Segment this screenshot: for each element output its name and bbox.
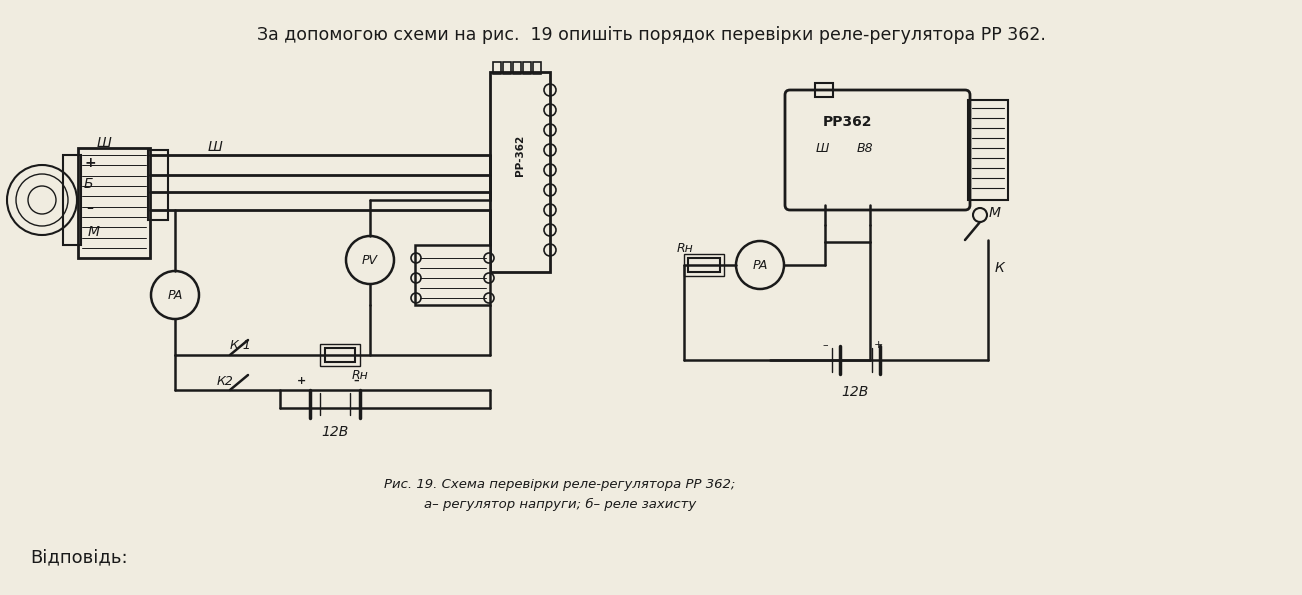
Bar: [490, 72, 549, 272]
Bar: [148, 150, 168, 220]
Text: Рис. 19. Схема перевірки реле-регулятора РР 362;: Рис. 19. Схема перевірки реле-регулятора…: [384, 478, 736, 491]
Text: –: –: [86, 201, 94, 215]
Bar: [503, 62, 510, 74]
Bar: [493, 62, 501, 74]
Text: В8: В8: [857, 142, 874, 155]
Text: РР-362: РР-362: [516, 134, 525, 176]
Text: PA: PA: [753, 258, 768, 271]
Bar: [513, 62, 521, 74]
FancyBboxPatch shape: [785, 90, 970, 210]
Text: К 1: К 1: [229, 339, 250, 352]
Text: PV: PV: [362, 253, 378, 267]
Text: Ш: Ш: [96, 136, 112, 150]
Bar: [62, 155, 81, 245]
Text: M: M: [990, 206, 1001, 220]
Text: Ш: Ш: [207, 140, 223, 154]
Text: К: К: [995, 261, 1005, 275]
Text: +: +: [874, 340, 883, 350]
Text: Ш: Ш: [815, 142, 828, 155]
Bar: [815, 83, 833, 97]
Bar: [78, 148, 150, 258]
Bar: [523, 62, 531, 74]
Text: Б: Б: [83, 177, 92, 191]
Text: PA: PA: [168, 289, 182, 302]
Text: РР362: РР362: [823, 115, 872, 129]
Text: –: –: [822, 340, 828, 350]
Bar: [533, 62, 542, 74]
Text: Rн: Rн: [352, 368, 368, 381]
Bar: [687, 258, 720, 272]
Text: К2: К2: [216, 374, 233, 387]
Bar: [415, 245, 490, 305]
Text: М: М: [89, 225, 100, 239]
Text: 12В: 12В: [322, 425, 349, 439]
Text: Rн: Rн: [677, 242, 694, 255]
Text: За допомогою схеми на рис.  19 опишіть порядок перевірки реле-регулятора РР 362.: За допомогою схеми на рис. 19 опишіть по…: [256, 26, 1046, 44]
Text: +: +: [85, 156, 96, 170]
Text: Відповідь:: Відповідь:: [30, 548, 128, 566]
Text: –: –: [353, 376, 359, 386]
Text: +: +: [297, 376, 307, 386]
Text: а– регулятор напруги; б– реле захисту: а– регулятор напруги; б– реле захисту: [424, 498, 697, 511]
Bar: [967, 100, 1008, 200]
Bar: [320, 344, 359, 366]
Text: 12В: 12В: [841, 385, 868, 399]
Bar: [326, 348, 355, 362]
Bar: [684, 254, 724, 276]
